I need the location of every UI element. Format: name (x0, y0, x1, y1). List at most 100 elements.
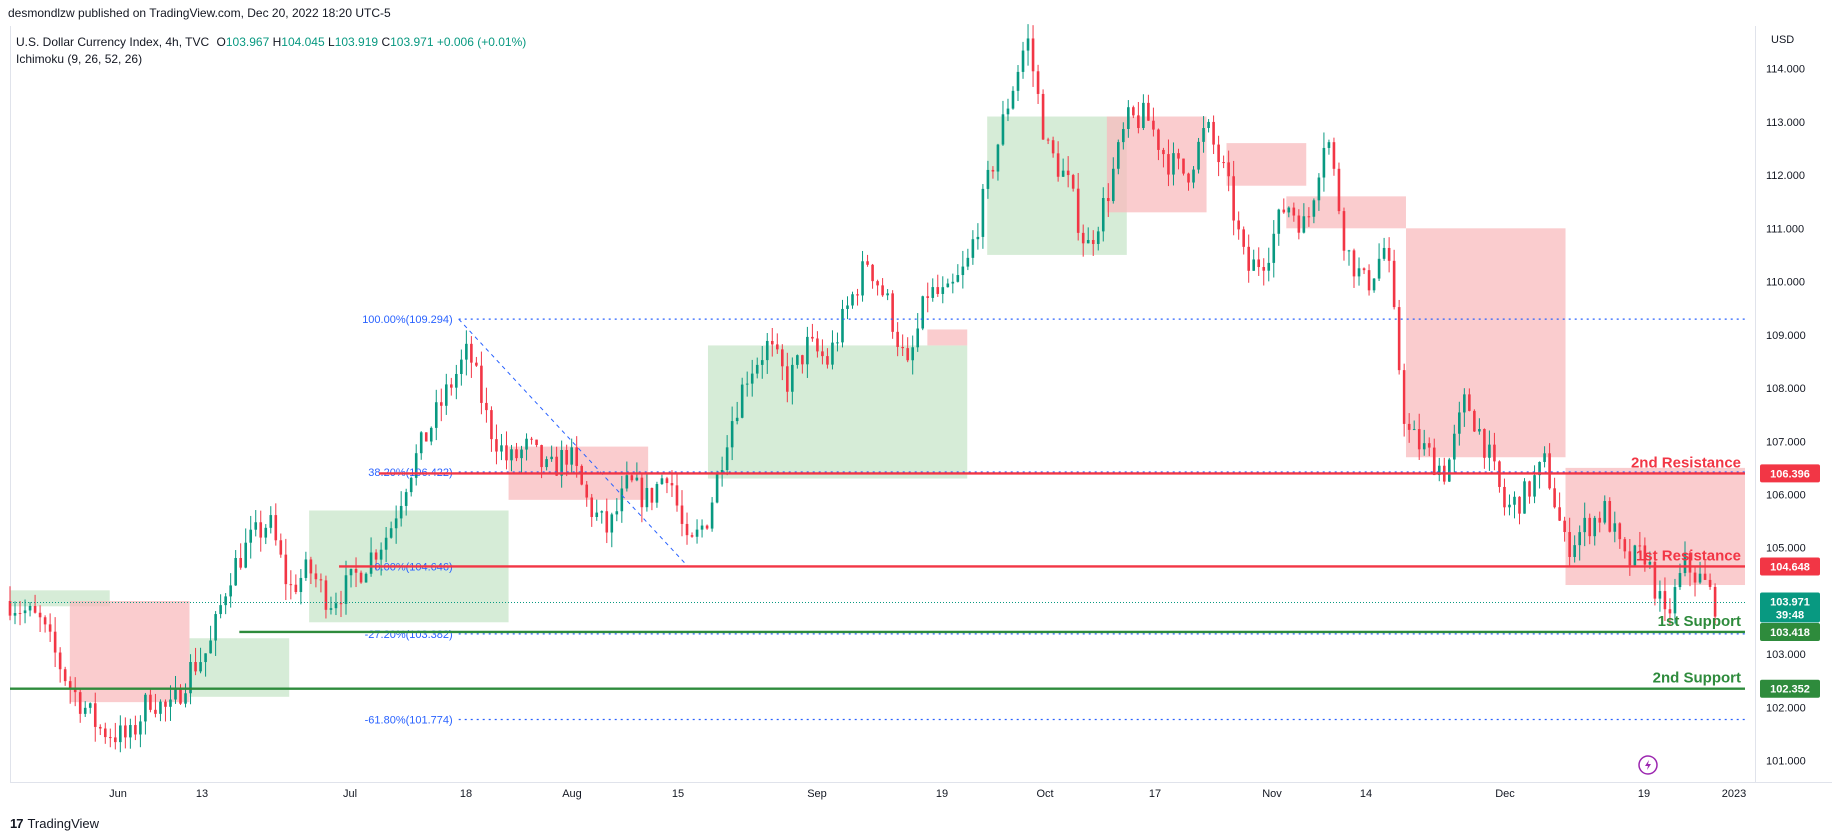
candle-body (214, 614, 217, 641)
candle-body (881, 285, 884, 296)
candle-body (911, 347, 914, 361)
candle-body (1493, 444, 1496, 462)
symbol-name[interactable]: U.S. Dollar Currency Index, 4h, TVC (16, 35, 210, 49)
candle-body (1528, 481, 1531, 497)
candle-body (1608, 501, 1612, 532)
candle-body (139, 721, 142, 735)
candle-body (1011, 90, 1015, 109)
candle-body (259, 522, 263, 538)
candle-body (174, 688, 177, 700)
candle-body (876, 281, 879, 286)
candle-body (83, 707, 87, 714)
currency-label[interactable]: USD (1771, 34, 1795, 46)
candle-body (961, 266, 965, 276)
candle-body (1387, 247, 1391, 261)
candle-body (179, 688, 182, 704)
candle-body (1427, 443, 1431, 448)
candle-body (1066, 170, 1070, 176)
candle-body (1222, 162, 1225, 164)
lightning-icon[interactable] (1638, 755, 1658, 775)
candle-body (58, 652, 62, 670)
candle-body (1031, 38, 1035, 72)
candle-body (986, 169, 990, 189)
candle-body (299, 577, 303, 593)
candle-body (565, 449, 568, 465)
candle-body (1508, 504, 1511, 508)
candle-body (816, 338, 819, 352)
candle-body (901, 346, 904, 349)
candle-body (540, 445, 543, 468)
candle-body (951, 281, 955, 284)
candle-body (1568, 532, 1571, 557)
level-price-tag (1760, 464, 1820, 483)
candle-body (1412, 429, 1416, 431)
candle-body (1282, 209, 1286, 213)
level-price-tag-value: 102.352 (1770, 684, 1810, 696)
candle-body (1342, 211, 1346, 251)
candle-body (1357, 268, 1361, 277)
time-tick-label: 18 (460, 788, 472, 800)
price-tick-label: 111.000 (1766, 223, 1804, 235)
cloud-red (1286, 196, 1406, 229)
candle-body (796, 355, 799, 365)
candle-body (1046, 139, 1050, 141)
candle-body (304, 559, 308, 578)
candle-body (419, 432, 423, 454)
candle-body (1142, 102, 1145, 128)
ohlc-close-label: C (381, 35, 391, 49)
price-axis[interactable]: 114.000 113.000 112.000 111.000 110.000 109.0… (1766, 64, 1806, 768)
candle-body (1101, 198, 1105, 232)
candle-body (1603, 501, 1607, 523)
candle-body (775, 344, 779, 350)
candle-body (1397, 307, 1401, 371)
candle-body (530, 438, 533, 440)
candle-body (1227, 162, 1230, 177)
ohlc-low-label: L (328, 35, 335, 49)
chart-legend: U.S. Dollar Currency Index, 4h, TVC O103… (16, 34, 526, 68)
candle-body (1583, 517, 1586, 533)
candle-body (1588, 517, 1592, 537)
candle-body (1558, 507, 1561, 521)
time-tick-label: Nov (1262, 788, 1282, 800)
candle-body (1543, 453, 1546, 462)
candle-body (510, 449, 513, 461)
candle-body (1061, 170, 1065, 177)
candle-body (495, 439, 498, 452)
candle-body (1347, 250, 1351, 252)
candle-body (1638, 545, 1642, 547)
price-tick-label: 110.000 (1766, 277, 1805, 289)
candle-body (605, 511, 609, 533)
candle-body (1041, 93, 1045, 140)
candle-body (685, 523, 689, 536)
time-axis[interactable]: Jun 13 Jul 18 Aug 15 Sep 19 Oct 17 Nov 14 Dec 19 2023 (109, 788, 1746, 800)
candle-body (941, 287, 945, 294)
candle-body (765, 340, 769, 361)
candle-body (424, 432, 428, 442)
indicator-label[interactable]: Ichimoku (9, 26, 52, 26) (16, 52, 143, 66)
candle-body (615, 511, 619, 515)
footer-brand[interactable]: 17 TradingView (10, 816, 99, 831)
ohlc-close: 103.971 (390, 35, 434, 49)
candle-body (1523, 481, 1526, 514)
candle-body (906, 348, 909, 361)
candle-body (1262, 267, 1266, 271)
candle-body (1322, 147, 1326, 178)
candle-body (585, 484, 589, 498)
candle-body (379, 549, 383, 560)
candle-body (204, 653, 207, 663)
candle-body (675, 485, 679, 506)
candle-body (334, 603, 338, 609)
candle-body (896, 331, 899, 347)
candle-body (1518, 496, 1521, 514)
candle-body (936, 287, 940, 294)
candle-body (640, 477, 644, 508)
price-tick-label: 113.000 (1766, 117, 1805, 129)
candle-body (13, 613, 17, 616)
candle-body (971, 239, 975, 258)
candle-body (866, 261, 869, 265)
candle-body (595, 512, 599, 517)
candle-body (1257, 259, 1261, 268)
candle-body (1673, 587, 1677, 614)
symbol-row: U.S. Dollar Currency Index, 4h, TVC O103… (16, 34, 526, 51)
